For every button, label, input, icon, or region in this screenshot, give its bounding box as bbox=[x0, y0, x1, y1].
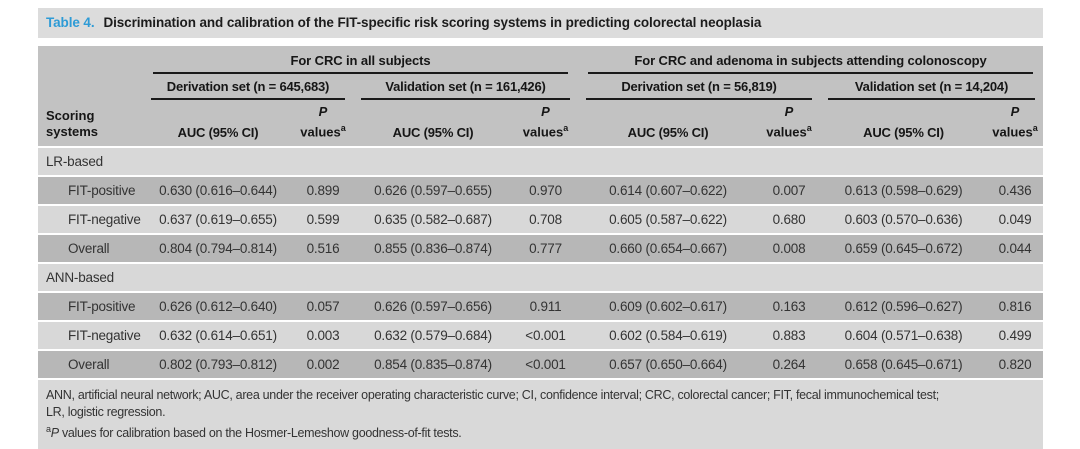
section-row-ann-based: ANN-based bbox=[38, 263, 1044, 293]
set-header-validation-2: Validation set (n = 14,204) bbox=[820, 74, 1044, 100]
table-4-container: Table 4. Discrimination and calibration o… bbox=[38, 8, 1044, 449]
column-header-auc-3: AUC (95% CI) bbox=[578, 100, 759, 148]
table-row: Overall 0.802 (0.793–0.812) 0.002 0.854 … bbox=[38, 350, 1044, 379]
column-header-pvalues-2: P valuesa bbox=[513, 100, 579, 148]
table-caption: Table 4. Discrimination and calibration o… bbox=[38, 8, 1043, 38]
table-row: FIT-negative 0.632 (0.614–0.651) 0.003 0… bbox=[38, 321, 1044, 351]
column-header-auc-1: AUC (95% CI) bbox=[143, 100, 293, 148]
table-row: FIT-positive 0.626 (0.612–0.640) 0.057 0… bbox=[38, 292, 1044, 322]
footnote-a: aP values for calibration based on the H… bbox=[46, 424, 462, 441]
group-header-crc-all-subjects: For CRC in all subjects bbox=[143, 46, 579, 74]
table-title: Discrimination and calibration of the FI… bbox=[103, 15, 762, 30]
table-row: Overall 0.804 (0.794–0.814) 0.516 0.855 … bbox=[38, 234, 1044, 264]
set-header-validation-1: Validation set (n = 161,426) bbox=[353, 74, 579, 100]
table-body: LR-based FIT-positive 0.630 (0.616–0.644… bbox=[38, 147, 1044, 379]
column-header-auc-2: AUC (95% CI) bbox=[353, 100, 513, 148]
abbreviations-note-line1: ANN, artificial neural network; AUC, are… bbox=[46, 388, 939, 403]
abbreviations-note-line2: LR, logistic regression. bbox=[46, 405, 166, 420]
table-row: FIT-positive 0.630 (0.616–0.644) 0.899 0… bbox=[38, 176, 1044, 206]
set-header-derivation-1: Derivation set (n = 645,683) bbox=[143, 74, 353, 100]
table-header: Scoring systems For CRC in all subjects … bbox=[38, 46, 1044, 148]
column-header-pvalues-4: P valuesa bbox=[987, 100, 1044, 148]
column-header-auc-4: AUC (95% CI) bbox=[820, 100, 988, 148]
table-row: FIT-negative 0.637 (0.619–0.655) 0.599 0… bbox=[38, 205, 1044, 235]
column-header-pvalues-1: P valuesa bbox=[293, 100, 353, 148]
results-table: Scoring systems For CRC in all subjects … bbox=[38, 46, 1044, 379]
section-row-lr-based: LR-based bbox=[38, 147, 1044, 177]
column-header-scoring-systems: Scoring systems bbox=[38, 46, 143, 148]
set-header-derivation-2: Derivation set (n = 56,819) bbox=[578, 74, 821, 100]
table-number-label: Table 4. bbox=[46, 15, 95, 30]
group-header-crc-adenoma-colonoscopy: For CRC and adenoma in subjects attendin… bbox=[578, 46, 1044, 74]
table-footnotes: ANN, artificial neural network; AUC, are… bbox=[38, 380, 1043, 449]
column-header-pvalues-3: P valuesa bbox=[758, 100, 821, 148]
